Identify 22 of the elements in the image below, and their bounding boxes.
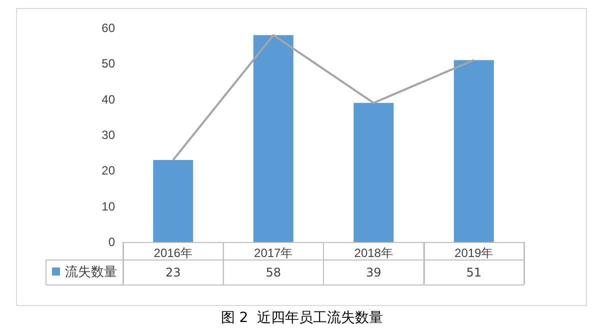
bar <box>454 60 494 242</box>
data-label: 58 <box>266 266 282 280</box>
x-tick-label: 2019年 <box>454 246 494 260</box>
bar <box>253 35 294 242</box>
y-tick-label: 40 <box>102 92 116 106</box>
text: 图 2 近四年员工流失数量 <box>220 309 384 327</box>
data-label: 23 <box>165 266 181 280</box>
y-tick-label: 30 <box>102 128 116 142</box>
x-tick-label: 2016年 <box>154 246 192 260</box>
y-tick-label: 10 <box>102 199 116 214</box>
data-label: 51 <box>466 266 482 280</box>
y-tick-label: 0 <box>108 235 116 249</box>
bar <box>354 102 394 242</box>
x-tick-label: 2018年 <box>354 246 393 260</box>
line-series <box>172 34 475 161</box>
bar <box>153 160 194 242</box>
data-label: 39 <box>366 266 382 280</box>
x-tick-label: 2017年 <box>254 246 293 260</box>
legend-label: 流失数量 <box>65 264 117 279</box>
y-tick-label: 50 <box>102 56 116 71</box>
y-tick-label: 20 <box>102 164 116 178</box>
y-tick-label: 60 <box>102 21 116 35</box>
